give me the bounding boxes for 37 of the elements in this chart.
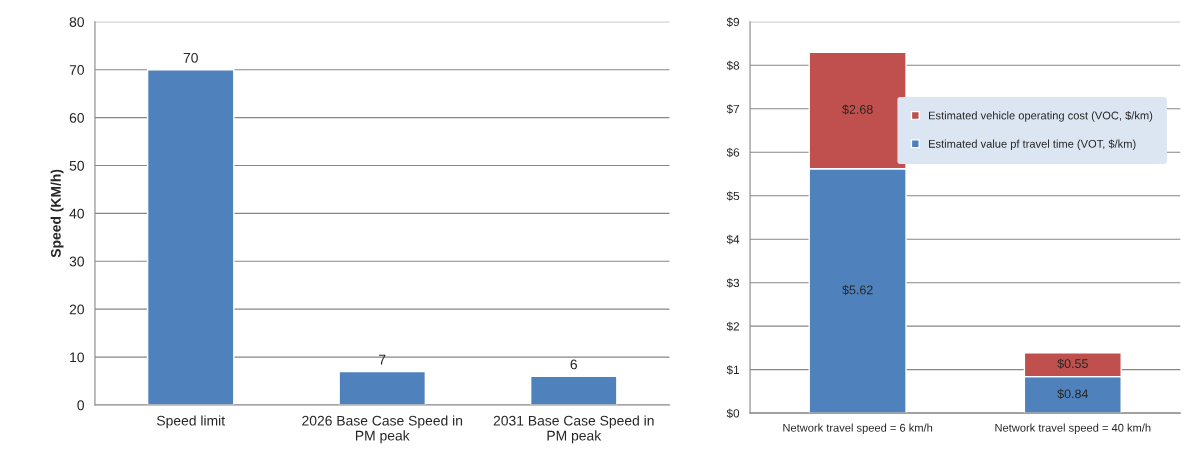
bar bbox=[338, 370, 427, 405]
y-tick-label: $9 bbox=[726, 17, 740, 27]
y-tick-label: $3 bbox=[726, 278, 740, 288]
data-label: $0.55 bbox=[1057, 358, 1088, 369]
y-tick-label: $2 bbox=[726, 321, 740, 332]
x-tick-label: Network travel speed = 6 km/h bbox=[783, 423, 933, 434]
y-tick-label: 30 bbox=[69, 256, 84, 267]
y-tick-label: 20 bbox=[69, 304, 84, 315]
y-tick-label: $5 bbox=[726, 191, 740, 201]
y-tick-label: 60 bbox=[69, 112, 84, 123]
y-tick-label: 50 bbox=[69, 160, 84, 171]
x-tick-label: Network travel speed = 40 km/h bbox=[995, 423, 1151, 434]
x-tick-label: Speed limit bbox=[157, 415, 225, 429]
data-label: $2.68 bbox=[842, 104, 873, 115]
y-tick-label: 80 bbox=[69, 17, 84, 27]
legend-label: Estimated vehicle operating cost (VOC, $/km) bbox=[929, 111, 1153, 122]
data-label: $0.84 bbox=[1057, 388, 1089, 399]
y-tick-label: 70 bbox=[69, 65, 84, 75]
x-tick-label: 2031 Base Case Speed in PM peak bbox=[493, 415, 654, 444]
x-tick-label: 2026 Base Case Speed in PM peak bbox=[302, 415, 463, 444]
data-label: 7 bbox=[379, 354, 386, 365]
y-tick-label: $7 bbox=[726, 104, 740, 114]
data-label: 70 bbox=[183, 52, 198, 63]
legend-label: Estimated value pf travel time (VOT, $/km) bbox=[929, 139, 1136, 150]
y-tick-label: $1 bbox=[726, 365, 740, 375]
y-tick-label: 40 bbox=[69, 208, 84, 219]
y-tick-label: $0 bbox=[726, 408, 740, 419]
y-tick-label: $8 bbox=[726, 60, 740, 71]
y-tick-label: $4 bbox=[726, 234, 740, 245]
y-tick-label: 0 bbox=[77, 400, 84, 411]
data-label: 6 bbox=[570, 359, 578, 370]
bar bbox=[146, 68, 235, 405]
y-axis-title: Speed (KM/h) bbox=[50, 169, 64, 258]
bar bbox=[529, 375, 618, 405]
y-tick-label: $6 bbox=[726, 147, 740, 158]
data-label: $5.62 bbox=[842, 284, 873, 296]
y-tick-label: 10 bbox=[70, 352, 84, 363]
